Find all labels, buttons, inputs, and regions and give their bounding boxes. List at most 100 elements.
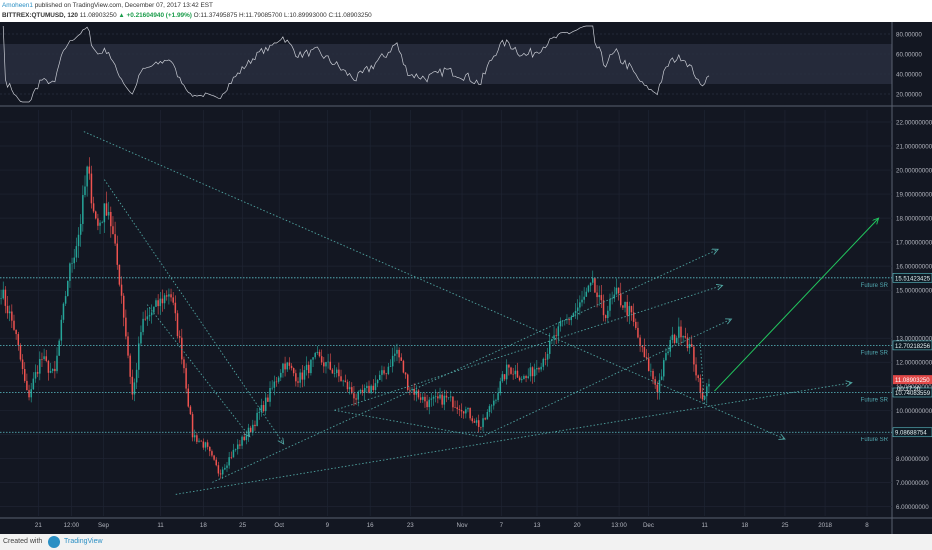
candle-body — [645, 357, 648, 359]
candle-body — [230, 457, 233, 458]
candle-body — [277, 377, 280, 382]
time-tick-label-4: 18 — [200, 522, 207, 529]
candle-body — [529, 367, 532, 377]
publish-info: published on TradingView.com, December 0… — [34, 2, 213, 9]
candle-body — [221, 469, 224, 475]
time-tick-label-5: 25 — [239, 522, 246, 529]
candle-body — [503, 374, 506, 380]
candle-body — [398, 349, 400, 358]
candle-body — [693, 346, 695, 365]
candle-body — [385, 373, 387, 375]
price-chart[interactable]: 20.00000 40.00000 60.00000 80.00000 6.000000… — [0, 22, 932, 534]
candle-body — [58, 340, 60, 356]
candle-body — [170, 294, 172, 298]
candle-body — [540, 366, 542, 370]
candle-body — [389, 366, 392, 367]
candle-body — [544, 358, 547, 360]
candle-body — [443, 395, 446, 405]
candle-body — [71, 263, 73, 264]
sr-level-tag-2 — [892, 387, 932, 398]
candle-body — [314, 352, 316, 358]
candle-body — [490, 405, 493, 407]
rsi-tick-label-3: 80.00000 — [896, 32, 922, 39]
candle-body — [486, 411, 489, 420]
candle-body — [419, 397, 422, 400]
candle-body — [430, 398, 433, 400]
author-link[interactable]: Amoheen1 — [2, 2, 33, 9]
candle-body — [256, 412, 258, 427]
tradingview-brand[interactable]: TradingView — [64, 538, 103, 545]
candle-body — [598, 295, 600, 298]
candle-body — [508, 364, 510, 368]
time-tick-label-10: Nov — [457, 522, 469, 529]
candle-body — [482, 418, 484, 428]
candle-body — [60, 319, 63, 341]
candle-body — [376, 380, 379, 384]
candle-body — [198, 440, 200, 442]
candle-body — [67, 280, 69, 297]
candle-body — [531, 367, 534, 377]
candle-body — [138, 343, 140, 370]
candle-body — [432, 396, 435, 399]
candle-body — [381, 370, 383, 375]
candle-body — [47, 360, 50, 373]
candle-body — [267, 397, 269, 402]
trend-line-5 — [334, 285, 723, 411]
current-price-label: 11.08903250 — [895, 378, 930, 384]
candle-body — [706, 386, 708, 397]
candle-body — [426, 401, 428, 408]
candle-body — [64, 296, 67, 304]
candle-body — [254, 424, 256, 427]
candle-body — [153, 306, 155, 313]
candle-body — [439, 394, 441, 399]
candle-body — [475, 420, 478, 423]
time-tick-label-17: 18 — [741, 522, 748, 529]
trend-line-3 — [175, 383, 852, 495]
candle-body — [181, 337, 183, 360]
candle-body — [30, 389, 32, 398]
candle-body — [226, 465, 228, 468]
candle-body — [140, 332, 142, 344]
candle-body — [286, 362, 288, 370]
candle-body — [688, 344, 691, 349]
candle-body — [110, 211, 112, 227]
candle-body — [469, 407, 471, 419]
candle-body — [310, 359, 312, 374]
candle-body — [301, 372, 304, 380]
price-tick-label-13: 20.00000000 — [896, 168, 932, 175]
candle-body — [163, 295, 166, 304]
candle-body — [441, 394, 443, 405]
time-tick-label-8: 16 — [367, 522, 374, 529]
candle-body — [370, 385, 372, 393]
candle-body — [148, 315, 151, 317]
candle-body — [69, 263, 71, 281]
candle-body — [0, 298, 2, 299]
candle-body — [477, 420, 480, 427]
candle-body — [413, 388, 415, 395]
candle-body — [290, 365, 293, 369]
sr-level-label-1: 12.70218256 — [895, 344, 931, 350]
candle-body — [260, 405, 263, 412]
candle-body — [295, 373, 297, 382]
candle-body — [525, 376, 527, 379]
candle-body — [133, 382, 136, 395]
candle-body — [617, 287, 620, 294]
candle-body — [308, 364, 310, 374]
candle-body — [213, 455, 215, 460]
candle-body — [161, 298, 164, 304]
time-tick-label-0: 21 — [35, 522, 42, 529]
candle-body — [447, 397, 450, 398]
candle-body — [101, 222, 103, 223]
candle-body — [568, 319, 570, 321]
candle-body — [703, 396, 706, 400]
candle-body — [680, 326, 682, 338]
sr-level-label-0: 15.51423425 — [895, 276, 931, 282]
price-change: ▲ +0.21604940 (+1.99%) — [118, 12, 192, 19]
candle-body — [2, 289, 4, 299]
candle-body — [576, 307, 579, 311]
candle-body — [342, 380, 344, 382]
candle-body — [125, 317, 127, 337]
time-tick-label-20: 8 — [865, 522, 869, 529]
candle-body — [583, 296, 585, 300]
candle-body — [6, 305, 9, 314]
